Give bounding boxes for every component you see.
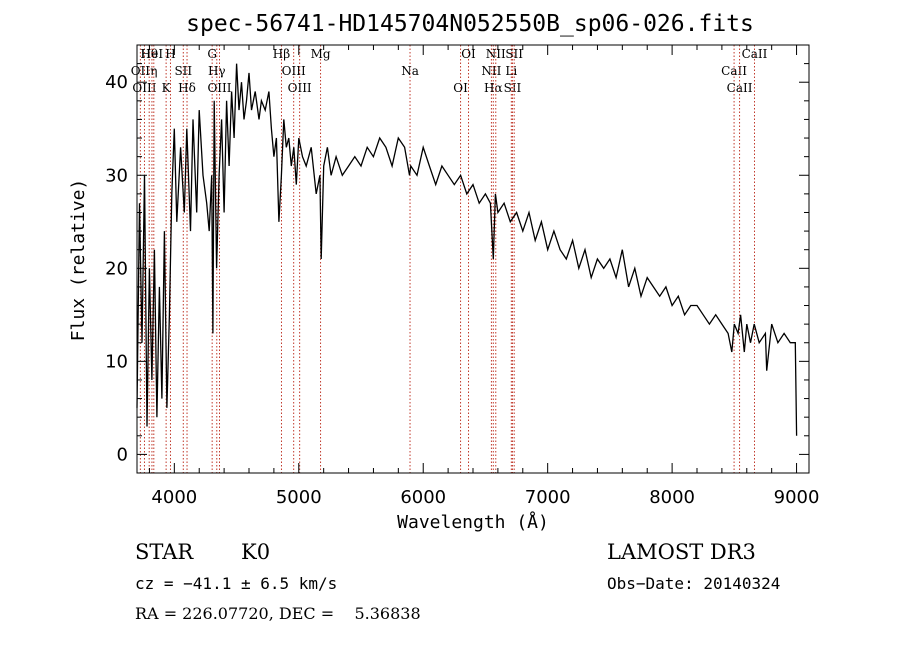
observation-date: Obs−Date: 20140324: [607, 574, 781, 593]
line-label: η: [150, 64, 157, 78]
plot-frame: [136, 44, 810, 474]
line-label: Mg: [311, 47, 331, 61]
y-tick-label: 10: [105, 351, 128, 372]
line-label: Hβ: [273, 47, 290, 61]
line-label: OIII: [207, 81, 231, 95]
y-axis-label: Flux (relative): [68, 179, 89, 342]
x-tick-label: 8000: [649, 487, 695, 508]
x-tick-label: 4000: [151, 487, 197, 508]
line-label: NII: [486, 47, 506, 61]
line-label: HeI: [141, 47, 164, 61]
x-tick-label: 5000: [276, 487, 322, 508]
x-axis: 4000 5000 6000 7000 8000 9000: [148, 45, 820, 508]
coordinates: RA = 226.07720, DEC = 5.36838: [135, 604, 421, 623]
line-label: CaII: [742, 47, 768, 61]
line-label: Hθ: [140, 47, 158, 61]
survey-name: LAMOST DR3: [607, 540, 756, 564]
object-class: STAR: [135, 540, 194, 564]
y-axis: 0 10 20 30 40: [105, 44, 809, 465]
spectral-subclass: K0: [241, 540, 271, 564]
line-label: Na: [401, 64, 419, 78]
line-label: OII: [131, 64, 151, 78]
line-label: K: [162, 81, 172, 95]
line-label: Hα: [484, 81, 503, 95]
line-label: G: [207, 47, 217, 61]
x-tick-label: 6000: [400, 487, 446, 508]
line-label: NII: [481, 64, 501, 78]
line-label: OI: [453, 81, 468, 95]
y-tick-label: 20: [105, 258, 128, 279]
line-label: OIII: [132, 81, 156, 95]
line-label: Hγ: [208, 64, 226, 78]
line-label: Li: [505, 64, 517, 78]
spectrum-line: [136, 63, 798, 436]
y-tick-label: 30: [105, 165, 128, 186]
x-axis-label: Wavelength (Å): [397, 511, 549, 533]
redshift-cz: cz = −41.1 ± 6.5 km/s: [135, 574, 338, 593]
line-label: OIII: [282, 64, 306, 78]
line-label: Hδ: [178, 81, 196, 95]
chart-title: spec-56741-HD145704N052550B_sp06-026.fit…: [186, 11, 754, 37]
line-label: SII: [174, 64, 192, 78]
line-label: OI: [461, 47, 476, 61]
line-label: H: [165, 47, 175, 61]
spectrum-series: [136, 63, 798, 436]
y-tick-label: 40: [105, 72, 128, 93]
x-tick-label: 7000: [525, 487, 571, 508]
y-tick-label: 0: [117, 444, 128, 465]
line-label: SII: [504, 81, 522, 95]
line-label: OIII: [288, 81, 312, 95]
line-label: CaII: [721, 64, 747, 78]
line-label: SII: [505, 47, 523, 61]
line-label: CaII: [727, 81, 753, 95]
x-tick-label: 9000: [774, 487, 820, 508]
